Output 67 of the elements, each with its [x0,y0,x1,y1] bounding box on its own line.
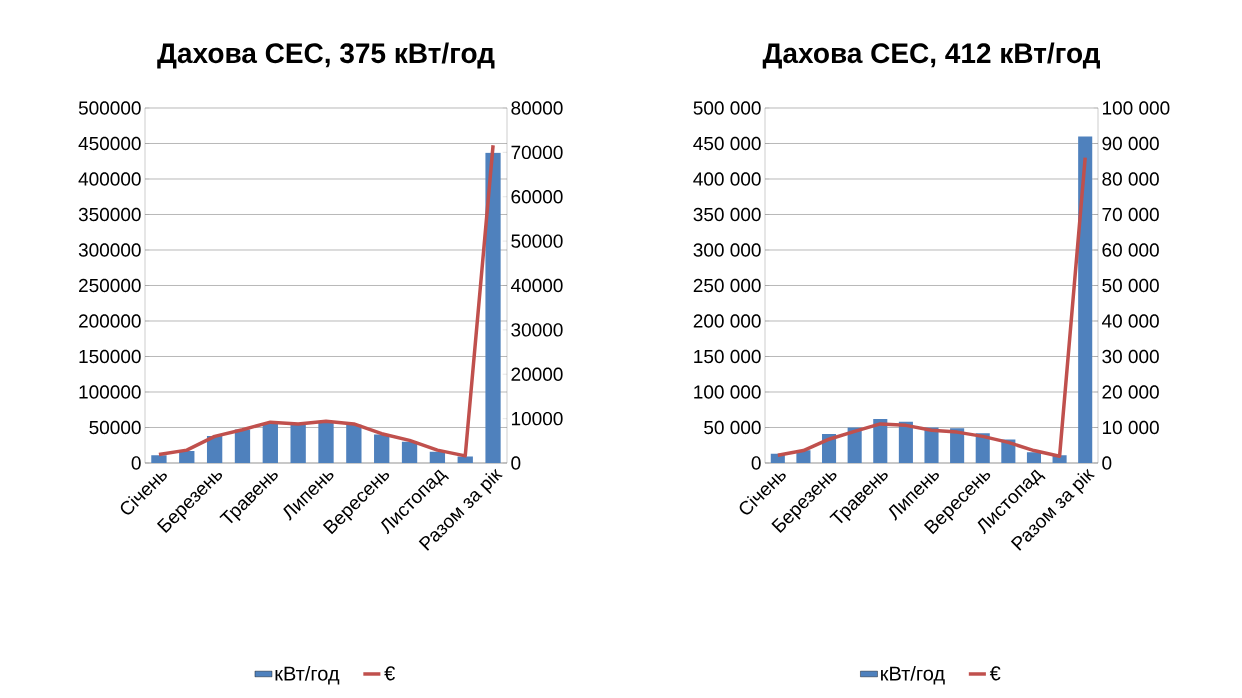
y2-tick-label: 70 000 [1102,207,1159,222]
y2-tick-label: 10 000 [1102,420,1159,435]
y2-tick-label: 80000 [511,101,563,115]
y-tick-label: 0 [131,456,141,470]
y-tick-label: 50000 [89,420,141,435]
y-tick-label: 400000 [78,172,141,186]
y2-tick-label: 100 000 [1102,101,1170,115]
legend-label: кВт/год [881,665,945,685]
bar [290,424,306,463]
y2-tick-label: 60 000 [1102,243,1159,257]
y-tick-label: 50 000 [704,420,761,435]
bar [873,418,888,463]
y2-tick-label: 50000 [511,234,563,248]
y2-tick-label: 60000 [511,190,563,204]
y-tick-label: 200 000 [693,314,761,328]
y-tick-label: 400 000 [693,172,761,186]
legend-label: € [384,666,395,681]
y2-tick-label: 50 000 [1102,278,1159,293]
bar [151,455,167,463]
bar [318,421,334,463]
y-tick-label: 250000 [79,278,141,293]
y2-tick-label: 0 [511,456,521,470]
line-series [776,155,1087,458]
y2-tick-label: 0 [1102,456,1112,470]
bar [179,450,195,463]
y2-tick-label: 80 000 [1102,172,1159,186]
y2-tick-label: 40 000 [1101,314,1159,328]
y2-tick-label: 10000 [511,411,563,426]
y-tick-label: 150000 [79,349,141,364]
y-tick-label: 500 000 [693,101,761,115]
bar [374,434,390,463]
legend-label: кВт/год [275,665,340,685]
y-tick-label: 250 000 [693,278,761,293]
bar [898,421,913,463]
y-tick-label: 350 000 [693,207,761,222]
y-tick-label: 150 000 [694,349,761,364]
chart-title: Дахова СЕС, 375 кВт/год [157,42,495,69]
bar [924,427,939,463]
legend-label: € [989,666,1001,681]
y2-tick-label: 70000 [511,145,563,160]
chart-title: Дахова СЕС, 412 кВт/год [762,42,1100,69]
bar [401,441,418,463]
y2-tick-label: 40000 [510,278,563,293]
y-tick-label: 0 [751,456,761,470]
bar [457,456,473,463]
bar [485,152,501,463]
bar [1078,136,1093,463]
y-tick-label: 350000 [78,207,141,222]
y-tick-label: 300 000 [693,243,761,257]
y-tick-label: 450000 [78,136,141,151]
bar [429,451,446,463]
line-series [157,143,495,458]
y-tick-label: 450 000 [693,136,761,151]
y-tick-label: 100000 [79,385,141,399]
bar [1026,452,1042,463]
bar [234,429,251,463]
y2-tick-label: 30000 [511,323,563,337]
y2-tick-label: 90 000 [1102,136,1159,151]
y2-tick-label: 30 000 [1102,349,1159,364]
y-tick-label: 100 000 [694,385,761,399]
y2-tick-label: 20000 [511,367,563,381]
y-tick-label: 500000 [78,101,141,115]
bar [262,423,278,463]
y-tick-label: 200000 [79,314,141,328]
y2-tick-label: 20 000 [1102,385,1159,399]
bar [346,424,362,463]
y-tick-label: 300000 [78,243,141,257]
